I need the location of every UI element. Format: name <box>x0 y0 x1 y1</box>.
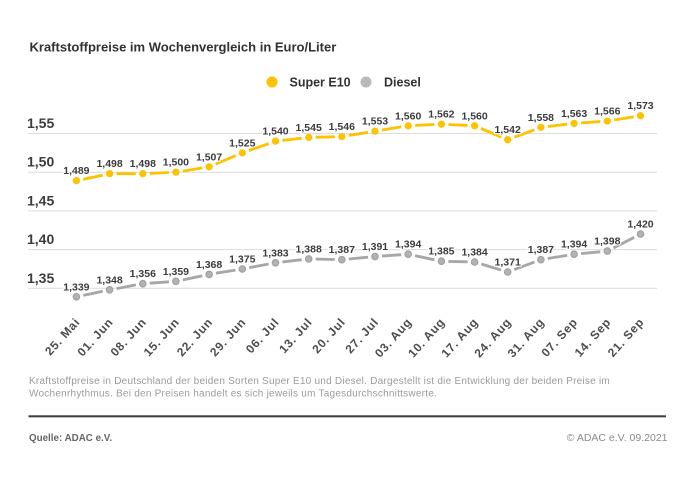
svg-text:1,375: 1,375 <box>229 254 255 266</box>
svg-text:1,563: 1,563 <box>561 108 587 120</box>
svg-text:1,384: 1,384 <box>461 247 487 259</box>
svg-text:1,558: 1,558 <box>528 112 554 124</box>
svg-text:1,398: 1,398 <box>594 236 620 248</box>
svg-text:1,498: 1,498 <box>130 158 156 170</box>
svg-text:Wochenrhythmus. Bei den Preise: Wochenrhythmus. Bei den Preisen handelt … <box>29 389 437 400</box>
svg-text:1,562: 1,562 <box>428 109 454 121</box>
svg-text:1,566: 1,566 <box>594 106 620 118</box>
svg-text:1,500: 1,500 <box>163 157 189 169</box>
svg-text:1,553: 1,553 <box>362 116 388 128</box>
svg-text:1,540: 1,540 <box>262 126 288 138</box>
svg-text:1,560: 1,560 <box>395 110 421 122</box>
svg-text:1,368: 1,368 <box>196 259 222 271</box>
svg-text:1,359: 1,359 <box>163 266 189 278</box>
svg-text:Kraftstoffpreise in Deutschlan: Kraftstoffpreise in Deutschland der beid… <box>29 376 610 387</box>
svg-text:1,385: 1,385 <box>428 246 454 258</box>
svg-text:1,391: 1,391 <box>362 241 388 253</box>
svg-text:© ADAC e.V. 09.2021: © ADAC e.V. 09.2021 <box>567 432 668 444</box>
svg-text:1,45: 1,45 <box>27 192 54 208</box>
svg-text:1,420: 1,420 <box>627 219 653 231</box>
svg-text:1,545: 1,545 <box>296 122 322 134</box>
svg-text:1,560: 1,560 <box>461 110 487 122</box>
svg-text:1,339: 1,339 <box>63 281 89 293</box>
svg-text:1,348: 1,348 <box>96 274 122 286</box>
svg-text:1,388: 1,388 <box>296 243 322 255</box>
svg-text:1,35: 1,35 <box>27 270 54 286</box>
svg-text:1,542: 1,542 <box>495 124 521 136</box>
svg-text:1,573: 1,573 <box>627 100 653 112</box>
svg-text:Kraftstoffpreise im Wochenverg: Kraftstoffpreise im Wochenvergleich in E… <box>30 40 337 55</box>
svg-text:1,371: 1,371 <box>495 257 521 269</box>
svg-text:1,394: 1,394 <box>395 239 421 251</box>
svg-text:1,356: 1,356 <box>130 268 156 280</box>
svg-text:1,55: 1,55 <box>27 115 54 131</box>
svg-text:1,394: 1,394 <box>561 239 587 251</box>
svg-text:1,507: 1,507 <box>196 151 222 163</box>
svg-text:1,383: 1,383 <box>262 247 288 259</box>
svg-text:1,50: 1,50 <box>27 154 54 170</box>
svg-text:1,546: 1,546 <box>329 121 355 133</box>
svg-text:1,387: 1,387 <box>329 244 355 256</box>
svg-text:1,489: 1,489 <box>63 165 89 177</box>
svg-text:1,387: 1,387 <box>528 244 554 256</box>
svg-text:1,525: 1,525 <box>229 137 255 149</box>
svg-text:1,498: 1,498 <box>96 158 122 170</box>
svg-text:Super E10: Super E10 <box>290 76 351 90</box>
svg-text:Diesel: Diesel <box>384 76 421 90</box>
svg-text:Quelle: ADAC e.V.: Quelle: ADAC e.V. <box>29 433 112 444</box>
svg-text:1,40: 1,40 <box>27 231 54 247</box>
